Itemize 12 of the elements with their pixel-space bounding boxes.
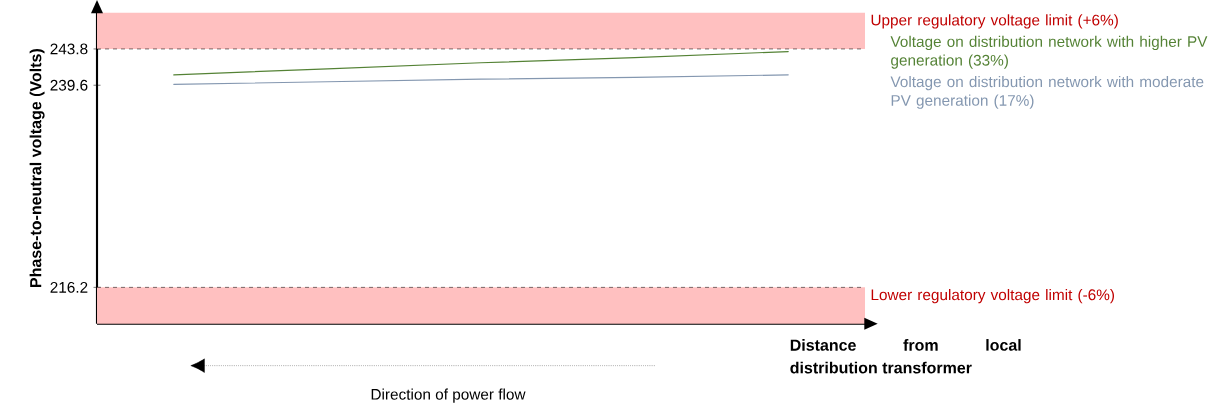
y-tick-label: 216.2 (50, 282, 88, 293)
band-label: Lower regulatory voltage limit (-6%) (871, 289, 1115, 304)
line-series (173, 74, 789, 86)
text: Voltage on distribution network with moderate PV generation (17%) (890, 76, 1204, 110)
y-axis-title: Phase-to-neutral voltage (Volts) (29, 49, 45, 288)
x-axis-title: Distance from local distribution transformer (790, 339, 1021, 374)
text: Direction of power flow (371, 388, 526, 403)
band-label: Upper regulatory voltage limit (+6%) (871, 14, 1118, 29)
y-tick-label: 243.8 (50, 43, 88, 55)
y-tick-label: 239.6 (50, 79, 88, 91)
text: Voltage on distribution network with higher PV generation (33%) (890, 35, 1208, 69)
line-series (173, 51, 789, 76)
